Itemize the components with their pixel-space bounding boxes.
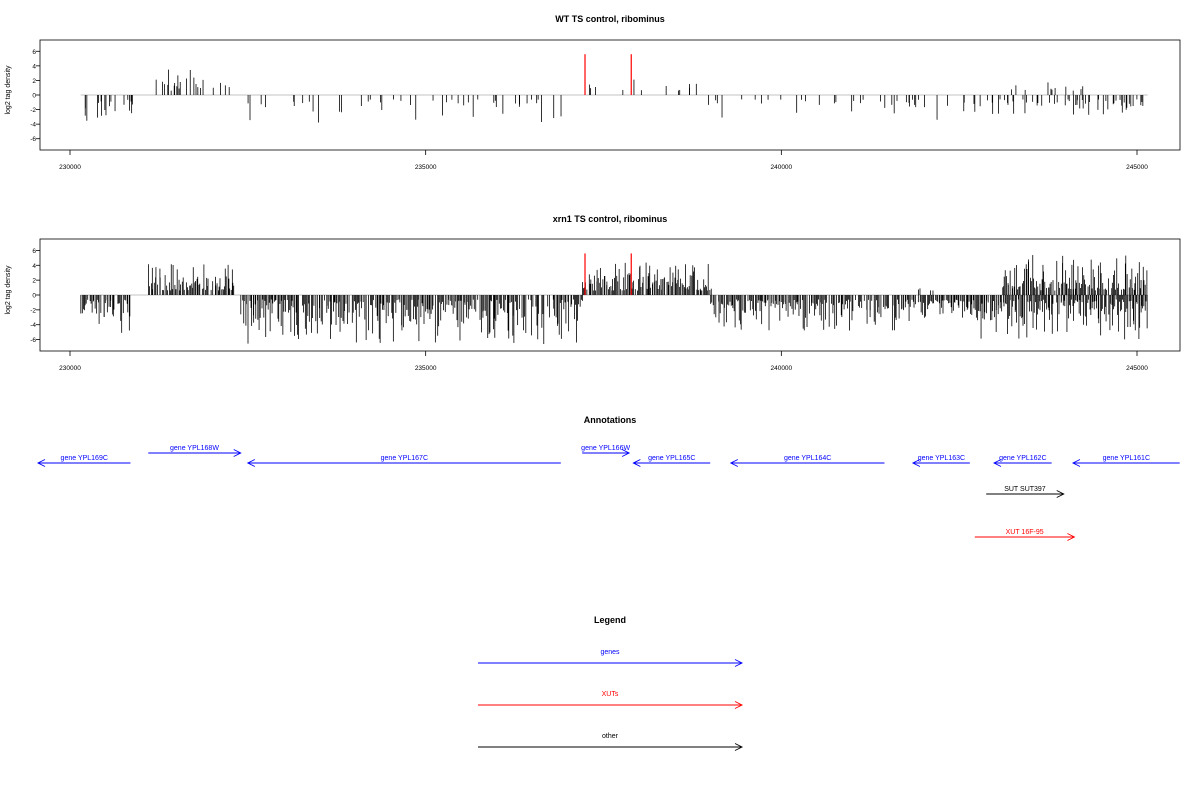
- wt-x-ticks: 230000 235000 240000 245000: [59, 150, 1148, 171]
- legend-label: XUTs: [602, 691, 619, 698]
- wt-y-tick-label: 0: [32, 93, 36, 100]
- feature-gene-ypl166w: gene YPL166W: [581, 445, 630, 457]
- xrn1-x-ticks: 230000 235000 240000 245000: [59, 351, 1148, 372]
- feature-gene-ypl167c: gene YPL167C: [246, 455, 561, 467]
- wt-y-tick-label: 2: [32, 78, 36, 85]
- xrn1-y-ticks: -6 -4 -2 0 2 4 6: [30, 248, 40, 344]
- xrn1-bars: [80, 253, 1148, 344]
- feature-label: gene YPL164C: [784, 455, 831, 462]
- feature-arrow-head: [621, 449, 631, 457]
- wt-y-tick-label: -2: [30, 107, 36, 114]
- annotations-title: Annotations: [584, 415, 637, 425]
- wt-y-tick-label: -4: [30, 122, 36, 129]
- feature-label: XUT 16F-95: [1006, 529, 1044, 536]
- xrn1-panel-title: xrn1 TS control, ribominus: [553, 214, 668, 224]
- wt-panel-title: WT TS control, ribominus: [555, 14, 665, 24]
- feature-gene-ypl168w: gene YPL168W: [148, 445, 242, 457]
- feature-label: gene YPL167C: [381, 455, 428, 462]
- feature-label: gene YPL169C: [61, 455, 108, 462]
- legend-items: genes XUTs other: [478, 649, 744, 751]
- wt-x-tick-label: 235000: [415, 164, 437, 171]
- wt-x-tick-label: 245000: [1126, 164, 1148, 171]
- feature-label: gene YPL161C: [1103, 455, 1150, 462]
- wt-y-tick-label: 6: [32, 49, 36, 56]
- feature-arrow-head: [993, 459, 1002, 467]
- xrn1-y-tick-label: -4: [30, 322, 36, 329]
- feature-arrow-head: [632, 459, 641, 467]
- legend-arrow-head: [734, 701, 744, 709]
- feature-sut-sut397: SUT SUT397: [986, 486, 1065, 498]
- wt-density-panel: WT TS control, ribominus log2 tag densit…: [5, 14, 1181, 171]
- xrn1-y-tick-label: -2: [30, 307, 36, 314]
- feature-arrow-head: [911, 459, 921, 467]
- xrn1-x-tick-label: 235000: [415, 365, 437, 372]
- legend-item-genes: genes: [478, 649, 744, 667]
- xrn1-x-tick-label: 240000: [770, 365, 792, 372]
- feature-label: gene YPL166W: [581, 445, 630, 452]
- wt-bars: [80, 54, 1148, 123]
- feature-gene-ypl163c: gene YPL163C: [911, 455, 970, 467]
- feature-label: gene YPL165C: [648, 455, 695, 462]
- feature-arrow-head: [246, 459, 256, 467]
- xrn1-density-panel: xrn1 TS control, ribominus log2 tag dens…: [5, 214, 1181, 372]
- wt-y-axis-label: log2 tag density: [5, 65, 12, 115]
- feature-arrow-head: [1056, 490, 1065, 498]
- wt-x-tick-label: 230000: [59, 164, 81, 171]
- feature-gene-ypl162c: gene YPL162C: [993, 455, 1052, 467]
- feature-arrows: gene YPL169C gene YPL168W gene YPL167C gene…: [36, 445, 1180, 541]
- legend: Legend genes XUTs other: [478, 615, 744, 751]
- legend-title: Legend: [594, 615, 626, 625]
- xrn1-y-tick-label: 0: [32, 293, 36, 300]
- feature-xut-16f-95: XUT 16F-95: [974, 529, 1076, 541]
- xrn1-y-tick-label: 2: [32, 278, 36, 285]
- feature-arrow-head: [729, 459, 739, 467]
- xrn1-x-tick-label: 230000: [59, 365, 81, 372]
- feature-label: SUT SUT397: [1004, 486, 1046, 493]
- xrn1-y-tick-label: 4: [32, 263, 36, 270]
- wt-y-tick-label: -6: [30, 136, 36, 143]
- legend-item-xuts: XUTs: [478, 691, 744, 709]
- feature-arrow-head: [1067, 533, 1076, 541]
- wt-y-ticks: -6 -4 -2 0 2 4 6: [30, 49, 40, 143]
- wt-y-tick-label: 4: [32, 63, 36, 70]
- feature-label: gene YPL168W: [170, 445, 219, 452]
- feature-label: gene YPL162C: [999, 455, 1046, 462]
- xrn1-x-tick-label: 245000: [1126, 365, 1148, 372]
- legend-label: genes: [600, 649, 620, 656]
- feature-gene-ypl161c: gene YPL161C: [1071, 455, 1180, 467]
- feature-gene-ypl169c: gene YPL169C: [36, 455, 131, 467]
- legend-arrow-head: [734, 743, 744, 751]
- feature-arrow-head: [233, 449, 242, 457]
- legend-arrow-head: [734, 659, 744, 667]
- feature-label: gene YPL163C: [918, 455, 965, 462]
- feature-gene-ypl165c: gene YPL165C: [632, 455, 711, 467]
- feature-arrow-head: [36, 459, 46, 467]
- feature-arrow-head: [1071, 459, 1081, 467]
- legend-item-other: other: [478, 733, 744, 751]
- xrn1-y-tick-label: 6: [32, 248, 36, 255]
- feature-gene-ypl164c: gene YPL164C: [729, 455, 885, 467]
- xrn1-y-tick-label: -6: [30, 337, 36, 344]
- legend-label: other: [602, 733, 619, 740]
- wt-x-tick-label: 240000: [770, 164, 792, 171]
- xrn1-y-axis-label: log2 tag density: [5, 265, 12, 315]
